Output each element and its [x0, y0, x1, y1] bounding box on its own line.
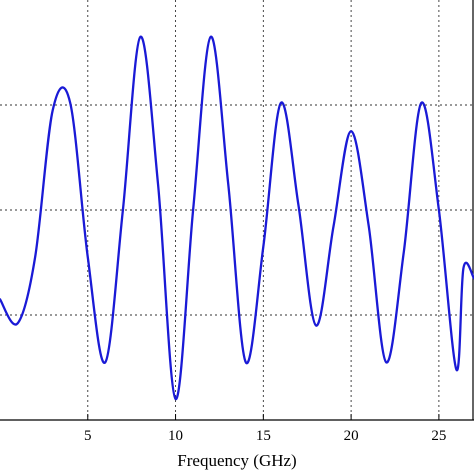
- x-tick-label: 25: [431, 428, 446, 444]
- x-tick-label: 20: [344, 428, 359, 444]
- x-tick-label: 15: [256, 428, 271, 444]
- x-axis-label: Frequency (GHz): [177, 451, 296, 470]
- series-line: [0, 35, 474, 401]
- x-tick-label: 10: [168, 428, 183, 444]
- y-gridlines: [0, 104, 474, 316]
- x-tick-labels: 5 10 15 20 25: [84, 428, 446, 444]
- x-ticks: [87, 414, 440, 420]
- x-tick-label: 5: [84, 428, 92, 444]
